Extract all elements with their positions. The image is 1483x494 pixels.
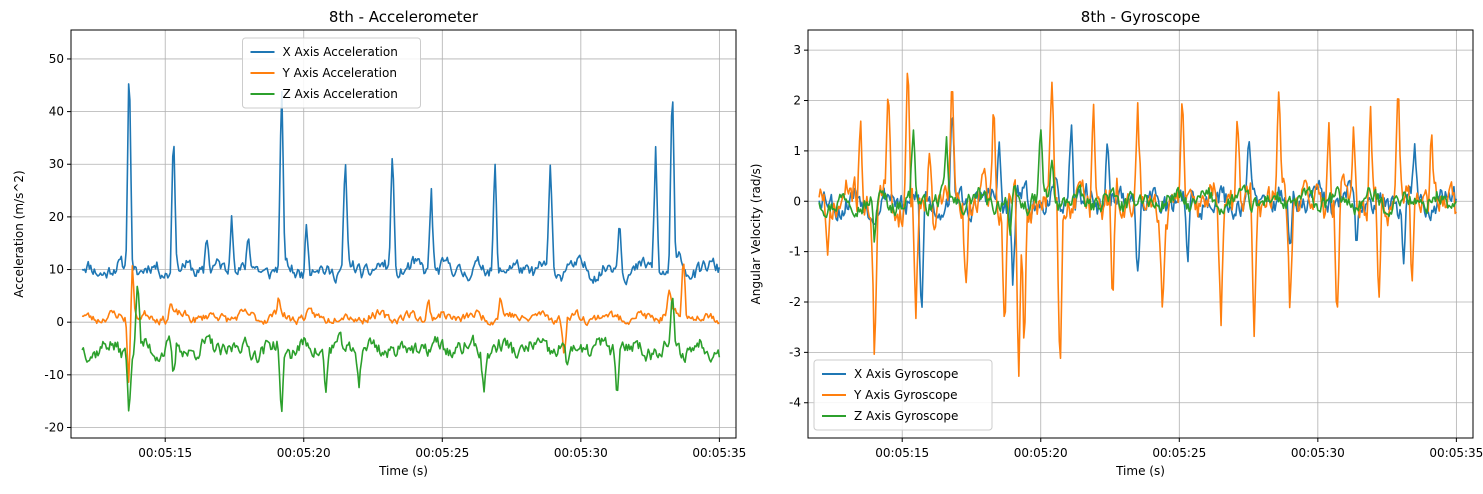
axes-frame (807, 29, 1474, 439)
legend-label: Z Axis Gyroscope (854, 409, 958, 423)
y-tick-label: 2 (793, 94, 801, 108)
y-tick-label: -10 (44, 368, 64, 382)
x-axis-label: Time (s) (378, 464, 428, 478)
y-tick-label: -4 (789, 396, 801, 410)
x-tick-label: 00:05:20 (1014, 446, 1068, 460)
legend-label: Y Axis Gyroscope (853, 388, 957, 402)
chart-title: 8th - Accelerometer (329, 8, 479, 26)
y-tick-label: -3 (789, 345, 801, 359)
x-tick-label: 00:05:25 (415, 446, 469, 460)
x-tick-label: 00:05:30 (554, 446, 608, 460)
y-tick-label: 1 (793, 144, 801, 158)
legend: X Axis Gyroscope Y Axis Gyroscope Z Axis G… (813, 359, 993, 431)
y-tick-label: 10 (49, 263, 64, 277)
x-tick-label: 00:05:35 (1429, 446, 1483, 460)
x-axis-label: Time (s) (1115, 464, 1165, 478)
y-axis-label: Angular Velocity (rad/s) (749, 164, 763, 305)
axes-frame (70, 29, 737, 439)
y-tick-label: 3 (793, 43, 801, 57)
legend-label: Z Axis Acceleration (283, 87, 398, 101)
x-tick-label: 00:05:15 (138, 446, 192, 460)
y-tick-label: -20 (44, 420, 64, 434)
series-line-2 (81, 285, 721, 413)
chart-panel-0: 00:05:15 00:05:20 00:05:25 00:05:30 00:05:35… (12, 8, 746, 478)
series-line-1 (81, 263, 720, 383)
y-tick-label: 0 (793, 194, 801, 208)
y-tick-label: 40 (49, 105, 64, 119)
legend-label: Y Axis Acceleration (282, 66, 397, 80)
chart-title: 8th - Gyroscope (1081, 8, 1200, 26)
series-line-1 (818, 72, 1457, 377)
y-tick-label: -1 (789, 245, 801, 259)
x-tick-label: 00:05:30 (1291, 446, 1345, 460)
y-tick-label: 50 (49, 52, 64, 66)
grid (808, 30, 1473, 438)
legend-label: X Axis Gyroscope (854, 367, 958, 381)
legend: X Axis Acceleration Y Axis Acceleration Z … (242, 37, 421, 109)
y-tick-label: 0 (56, 315, 64, 329)
y-tick-label: -2 (789, 295, 801, 309)
y-axis-label: Acceleration (m/s^2) (12, 170, 26, 297)
x-tick-label: 00:05:20 (277, 446, 331, 460)
x-tick-label: 00:05:25 (1152, 446, 1206, 460)
series-line-0 (81, 83, 721, 286)
legend-box (813, 359, 993, 431)
x-tick-label: 00:05:35 (692, 446, 746, 460)
legend-label: X Axis Acceleration (283, 45, 398, 59)
x-tick-label: 00:05:15 (875, 446, 929, 460)
y-tick-label: 20 (49, 210, 64, 224)
series-line-2 (818, 129, 1458, 243)
y-tick-label: 30 (49, 157, 64, 171)
chart-panel-1: 00:05:15 00:05:20 00:05:25 00:05:30 00:05:35… (749, 8, 1483, 478)
legend-box (242, 37, 421, 109)
